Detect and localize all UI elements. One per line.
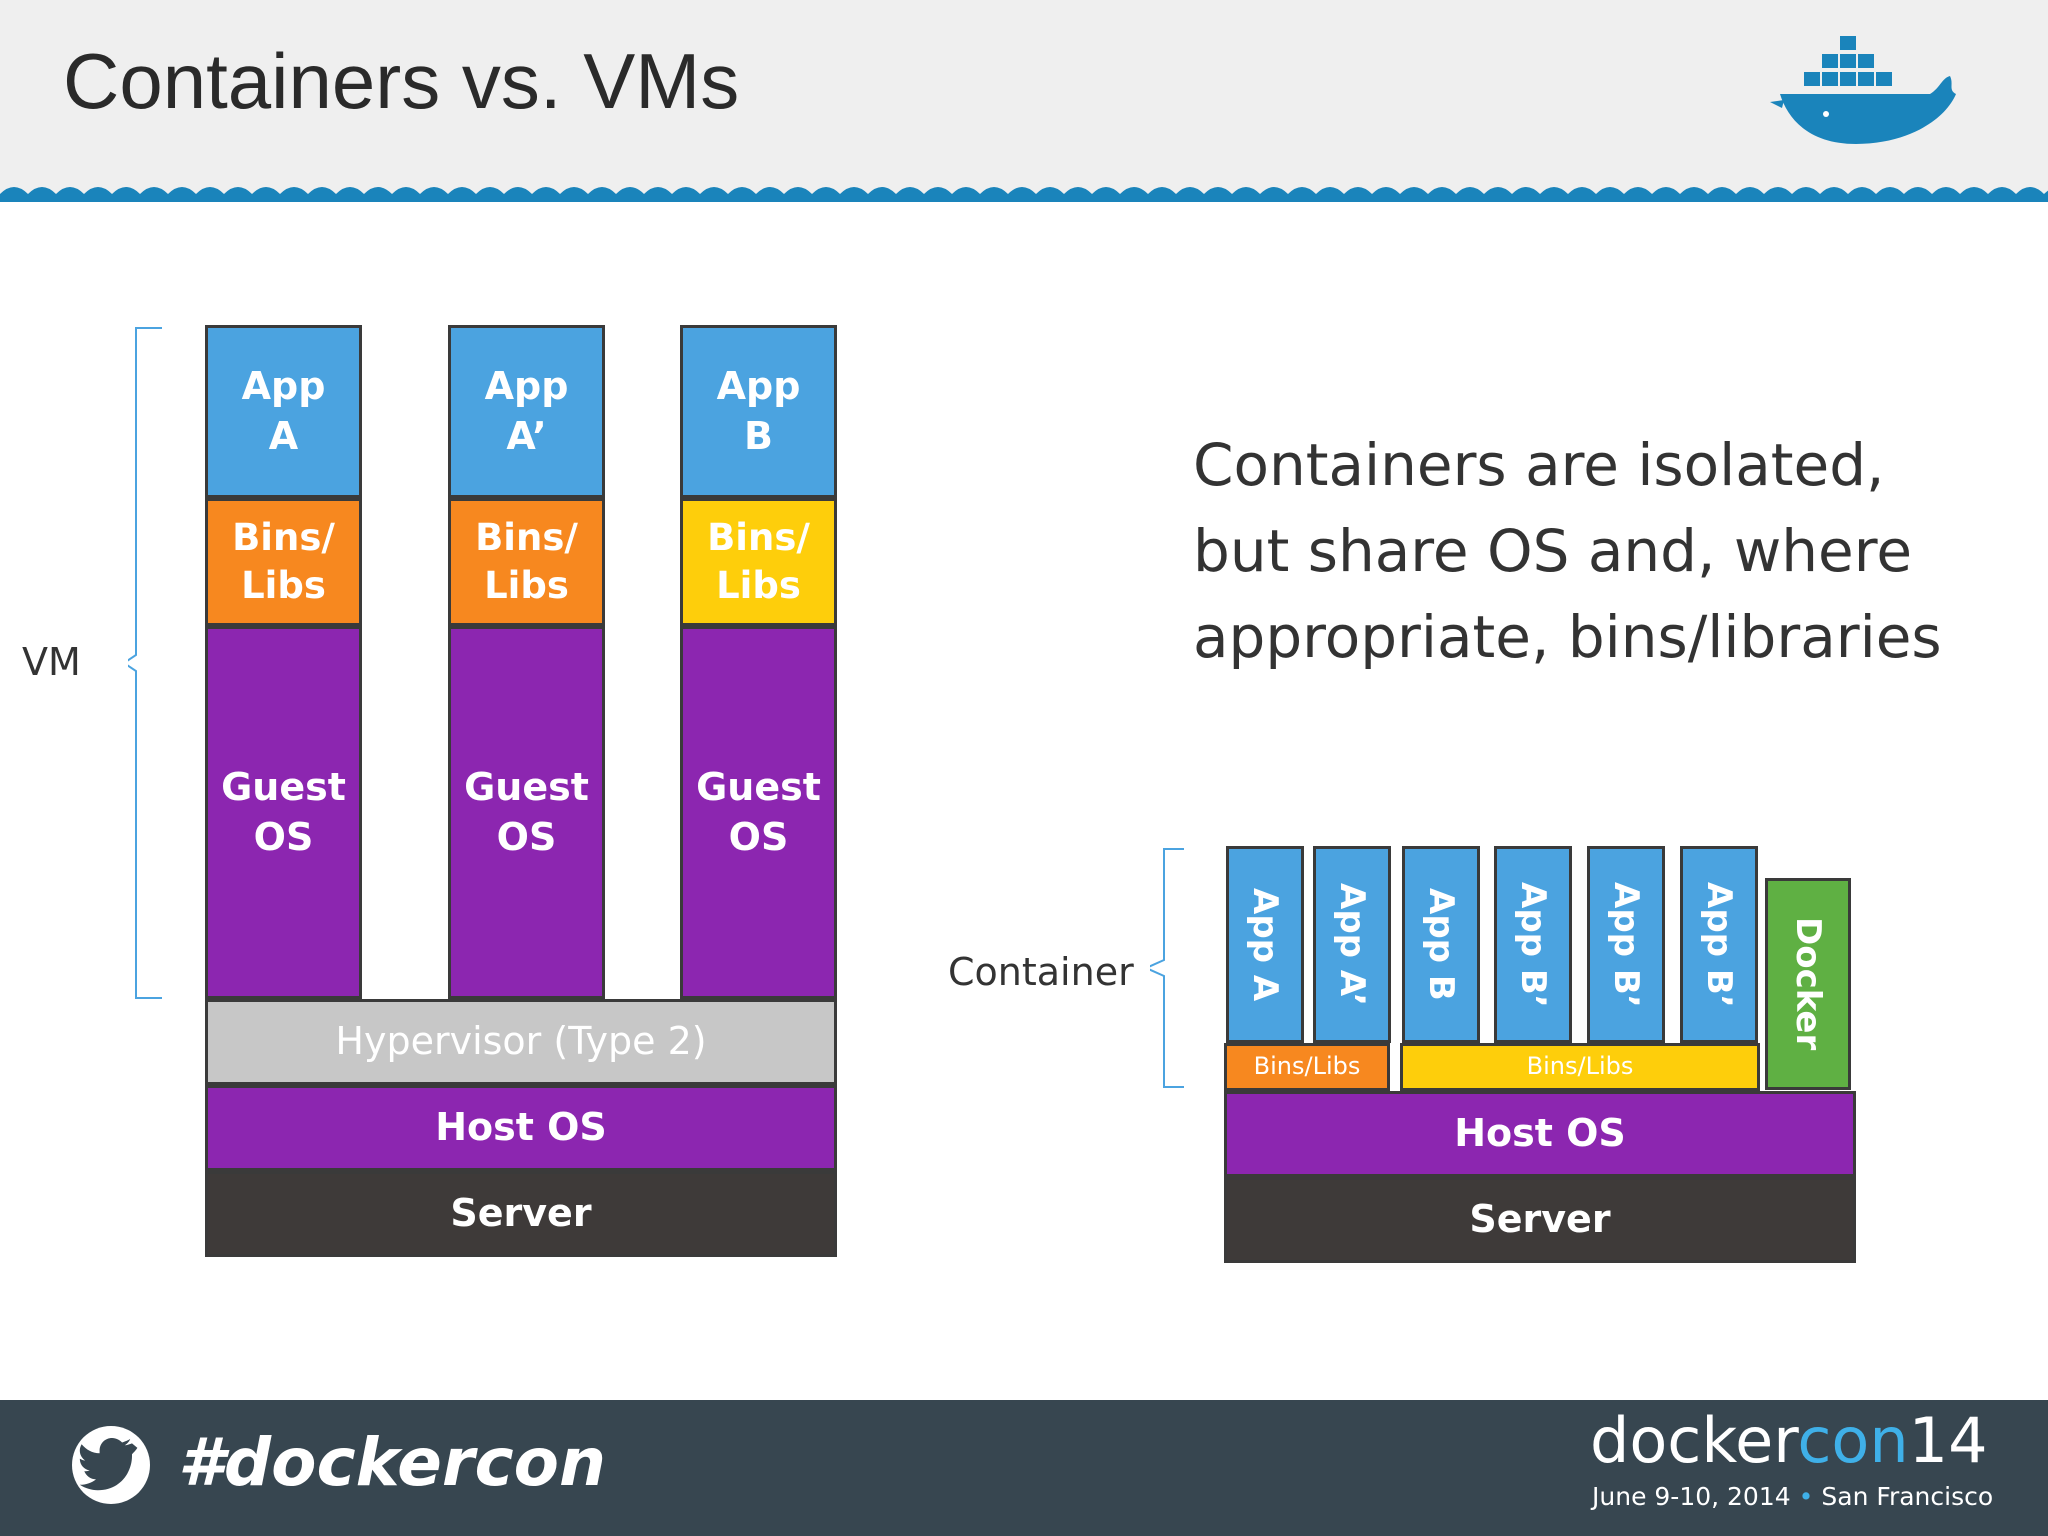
vm-bracket — [128, 327, 162, 999]
event-hashtag: #dockercon — [178, 1424, 606, 1501]
container-app-box: App B’ — [1494, 846, 1572, 1043]
twitter-icon — [72, 1426, 150, 1504]
vm-guest-os-box: Guest OS — [205, 626, 362, 999]
container-server-layer: Server — [1224, 1177, 1856, 1263]
container-bins-libs-b: Bins/Libs — [1400, 1043, 1760, 1091]
vm-bins-libs-box: Bins/ Libs — [448, 498, 605, 626]
docker-whale-logo — [1770, 36, 1956, 144]
container-app-box: App B — [1402, 846, 1480, 1043]
container-app-box: App A’ — [1313, 846, 1391, 1043]
container-app-box: App B’ — [1587, 846, 1665, 1043]
description-line: appropriate, bins/libraries — [1193, 603, 1942, 671]
container-bracket — [1150, 848, 1184, 1088]
brand-docker: docker — [1590, 1404, 1798, 1477]
vm-bins-libs-box: Bins/ Libs — [680, 498, 837, 626]
vm-host-os-layer: Host OS — [205, 1085, 837, 1171]
vm-bins-libs-box: Bins/ Libs — [205, 498, 362, 626]
description-text: Containers are isolated, but share OS an… — [1193, 422, 1942, 680]
slide-header — [0, 0, 2048, 200]
wave-decoration — [0, 187, 2048, 202]
event-city: San Francisco — [1821, 1482, 1994, 1511]
vm-guest-os-box: Guest OS — [448, 626, 605, 999]
dockercon-logo-text: dockercon14 — [1590, 1410, 1988, 1472]
container-bracket-label: Container — [948, 950, 1134, 994]
event-separator: • — [1798, 1482, 1814, 1511]
container-host-os-layer: Host OS — [1224, 1091, 1856, 1177]
vm-server-layer: Server — [205, 1171, 837, 1257]
slide-footer — [0, 1400, 2048, 1536]
docker-engine-box: Docker — [1765, 878, 1851, 1090]
vm-guest-os-box: Guest OS — [680, 626, 837, 999]
container-app-box: App B’ — [1680, 846, 1758, 1043]
vm-app-box: App A’ — [448, 325, 605, 498]
vm-bracket-label: VM — [22, 640, 81, 684]
brand-con: con — [1797, 1404, 1909, 1477]
vm-app-box: App A — [205, 325, 362, 498]
hypervisor-layer: Hypervisor (Type 2) — [205, 999, 837, 1085]
event-dates: June 9-10, 2014 — [1592, 1482, 1791, 1511]
container-bins-libs-a: Bins/Libs — [1224, 1043, 1390, 1091]
slide-title: Containers vs. VMs — [63, 37, 740, 125]
description-line: Containers are isolated, — [1193, 431, 1885, 499]
description-line: but share OS and, where — [1193, 517, 1912, 585]
vm-app-box: App B — [680, 325, 837, 498]
container-app-box: App A — [1226, 846, 1304, 1043]
event-info: June 9-10, 2014 • San Francisco — [1592, 1482, 1993, 1511]
brand-number: 14 — [1908, 1404, 1988, 1477]
